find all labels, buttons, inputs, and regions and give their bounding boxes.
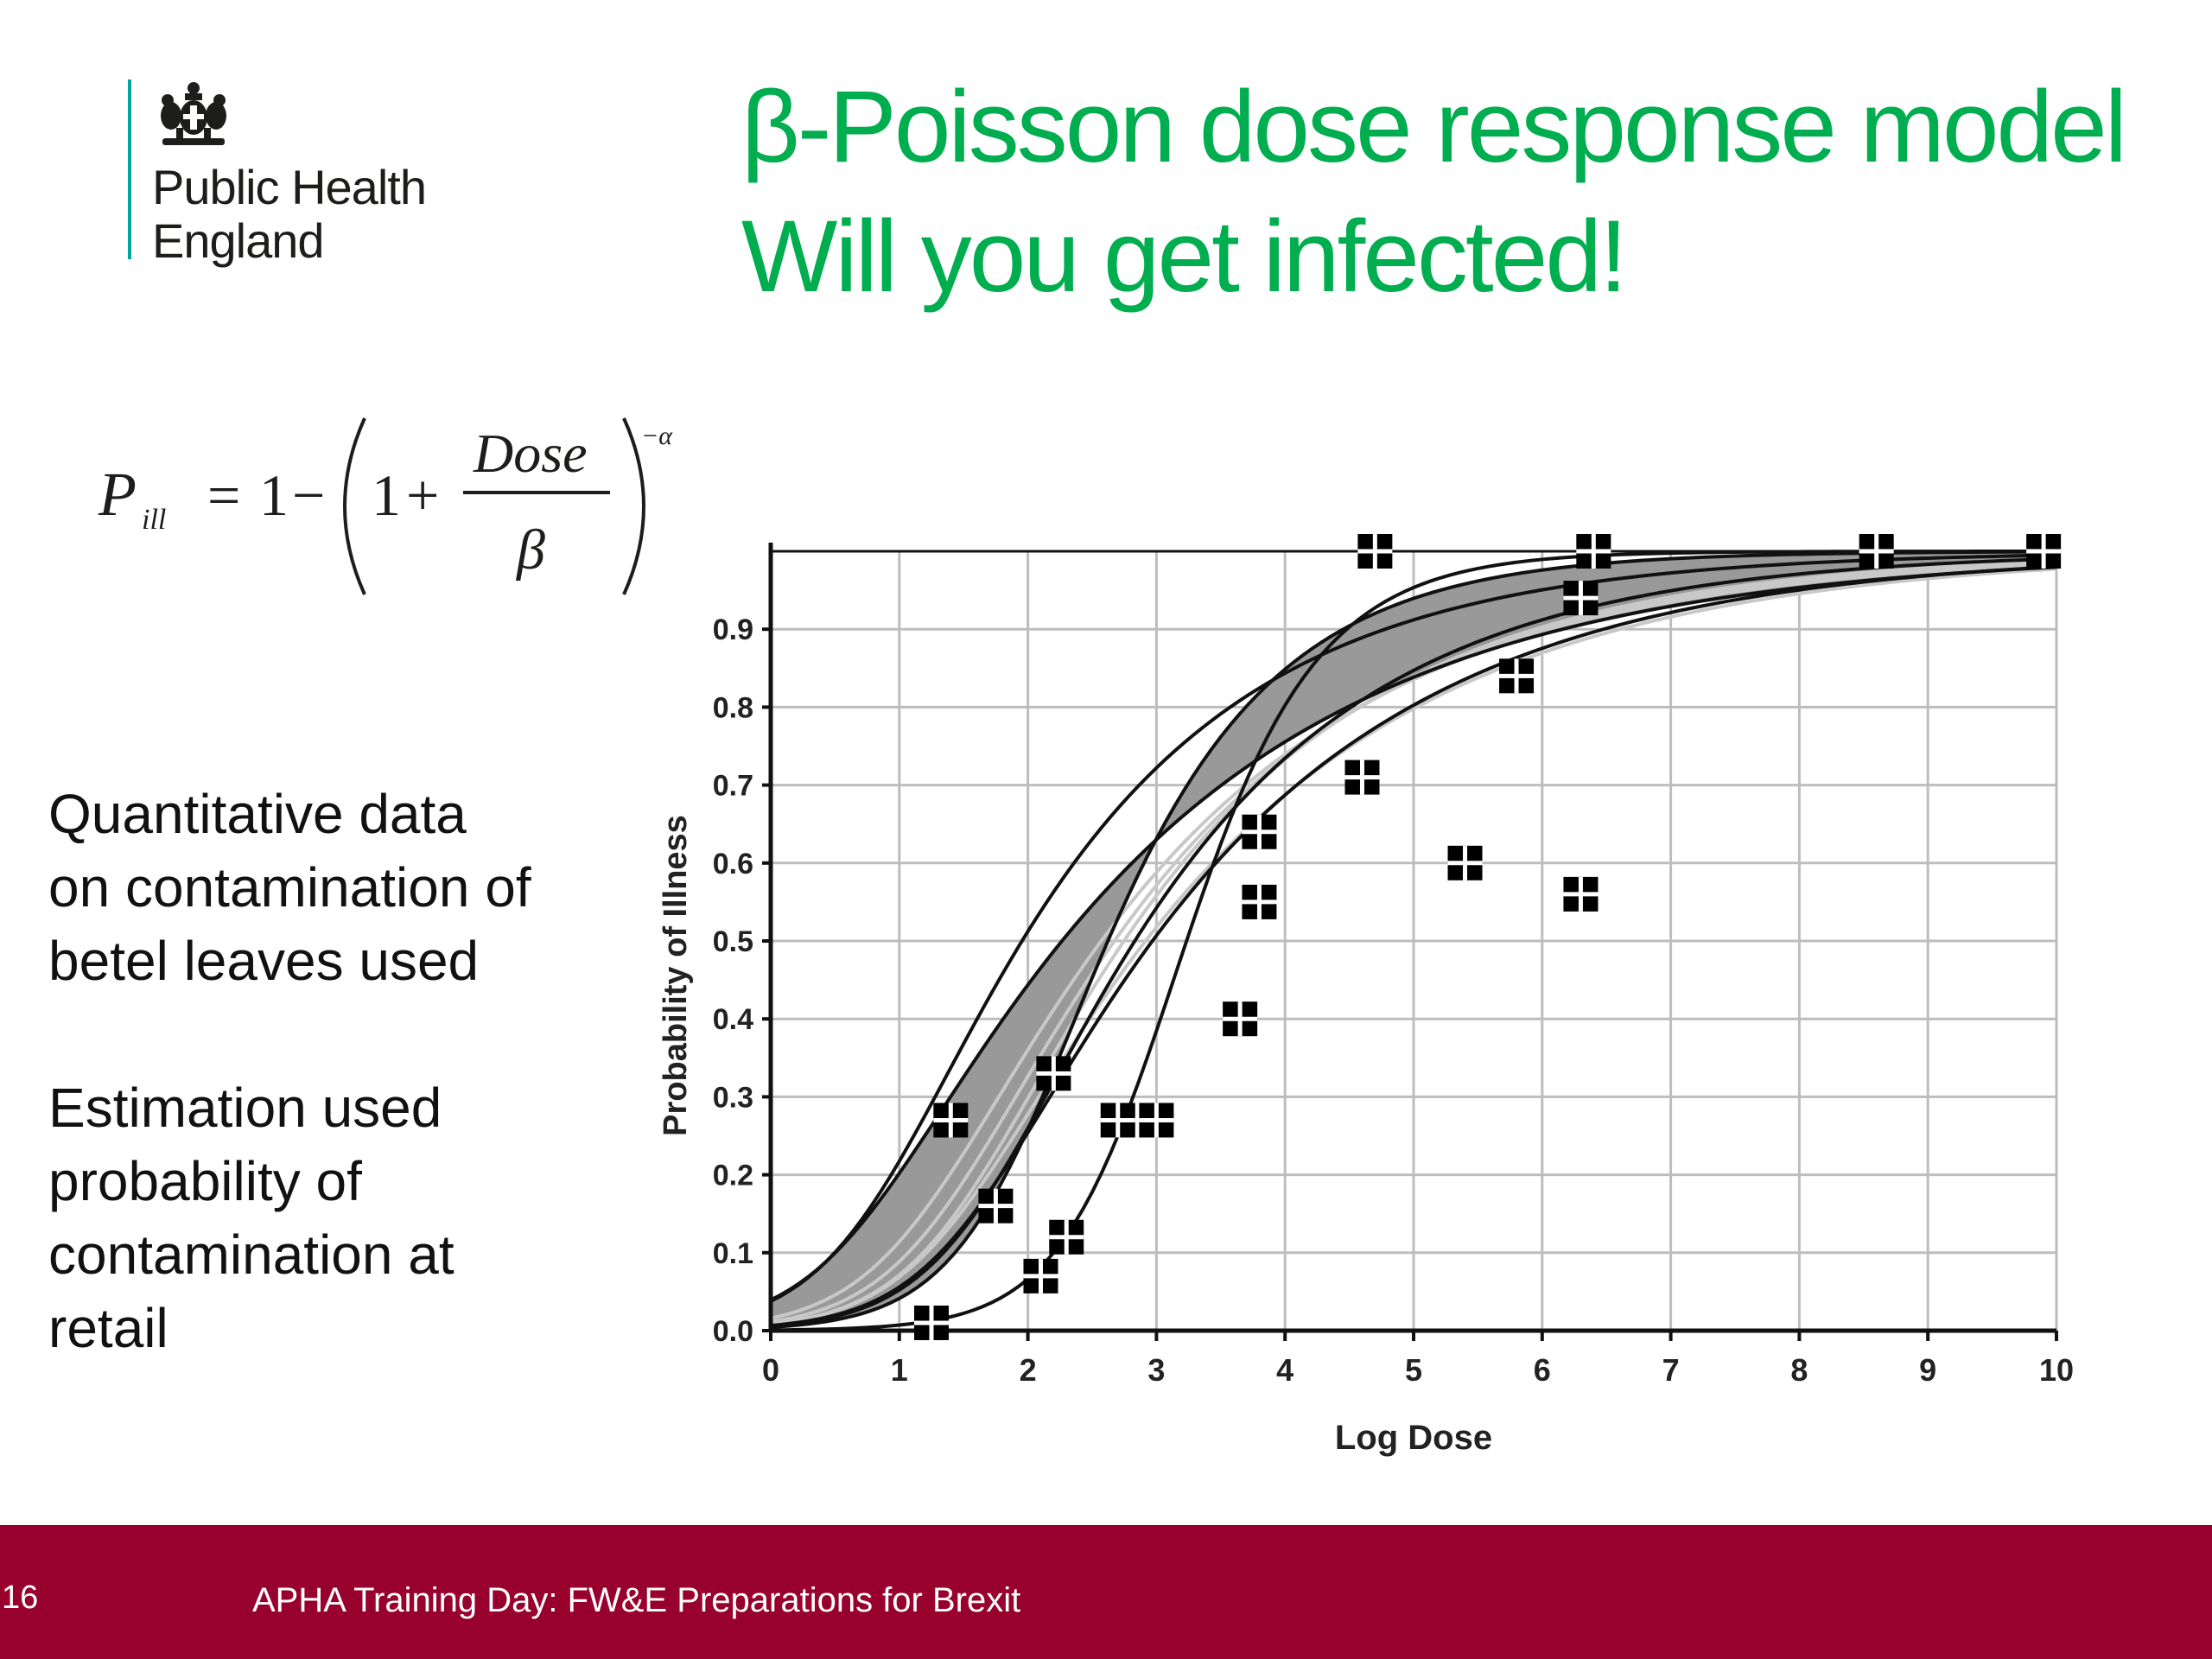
y-tick-label: 0.9 [713, 613, 753, 646]
data-point [1563, 581, 1599, 616]
x-tick-label: 7 [1662, 1352, 1680, 1388]
formula-p: P [98, 460, 137, 529]
y-tick-label: 0.1 [713, 1237, 753, 1270]
formula-one-inner: 1 [372, 462, 401, 528]
data-point [2026, 534, 2062, 569]
body-text: Quantitative data on contamination of be… [48, 778, 601, 1365]
body-line: retail [48, 1297, 168, 1359]
slide-number: 16 [2, 1580, 39, 1616]
body-paragraph-2: Estimation used probability of contamina… [48, 1071, 601, 1365]
y-tick-label: 0.5 [713, 925, 753, 958]
data-point [914, 1305, 949, 1340]
phe-logo: Public Health England [128, 76, 491, 268]
data-point [1242, 814, 1277, 849]
data-point [1576, 534, 1611, 569]
data-point [1563, 876, 1599, 912]
data-point [1223, 1001, 1258, 1037]
y-tick-label: 0.7 [713, 770, 753, 803]
body-line: probability of [48, 1150, 362, 1212]
x-tick-label: 3 [1147, 1352, 1165, 1388]
data-point [933, 1103, 969, 1138]
body-line: Estimation used [48, 1077, 442, 1139]
y-tick-label: 0.0 [713, 1315, 753, 1348]
formula-left-paren [343, 417, 366, 595]
formula-exponent: −α [641, 422, 673, 450]
x-tick-label: 9 [1919, 1352, 1936, 1388]
x-tick-label: 1 [891, 1352, 908, 1388]
model-curve [770, 553, 2057, 1303]
formula-minus: − [292, 462, 325, 528]
formula-right-paren [622, 417, 645, 595]
data-point [1242, 884, 1277, 919]
x-tick-label: 5 [1405, 1352, 1422, 1388]
data-point [1023, 1258, 1058, 1294]
x-tick-label: 8 [1790, 1352, 1808, 1388]
x-axis-label: Log Dose [1335, 1419, 1492, 1457]
logo-divider [128, 79, 131, 259]
data-point [1499, 658, 1535, 694]
body-paragraph-1: Quantitative data on contamination of be… [48, 778, 601, 998]
logo-line-2: England [152, 213, 325, 268]
x-tick-label: 2 [1020, 1352, 1037, 1388]
x-tick-label: 4 [1276, 1352, 1294, 1388]
y-tick-label: 0.2 [713, 1160, 753, 1192]
logo-line-1: Public Health [152, 160, 427, 214]
beta-poisson-formula: P ill = 1 − 1 + Dose β −α [98, 417, 673, 595]
slide-title: β-Poisson dose response model Will you g… [741, 62, 2202, 321]
body-line: on contamination of [48, 856, 531, 918]
data-point [1100, 1103, 1135, 1138]
y-tick-label: 0.8 [713, 691, 753, 724]
formula-subscript: ill [142, 504, 166, 536]
body-line: betel leaves used [48, 930, 480, 992]
y-axis-label: Probability of Illness [658, 815, 694, 1136]
footer-bar [0, 1525, 2212, 1659]
formula-denominator: β [515, 518, 545, 582]
slide-title-line-1: β-Poisson dose response model [741, 70, 2127, 184]
body-line: Quantitative data [48, 783, 467, 845]
data-point [1049, 1219, 1084, 1255]
footer-text: APHA Training Day: FW&E Preparations for… [252, 1581, 1021, 1619]
dose-response-chart: 0 1 2 3 4 5 6 7 8 9 10 0.0 0.1 0.2 0.3 0.4 0.5 0.6 0.7 0.8 0… [658, 534, 2074, 1457]
data-point [1859, 534, 1894, 569]
y-tick-label: 0.4 [713, 1003, 753, 1036]
data-point [1139, 1103, 1174, 1138]
y-tick-label: 0.3 [713, 1081, 753, 1114]
x-tick-label: 0 [762, 1352, 779, 1388]
uncertainty-curve [770, 567, 2057, 1326]
slide-title-line-2: Will you get infected! [741, 200, 1628, 314]
formula-equals: = [207, 462, 240, 528]
x-tick-label: 6 [1534, 1352, 1551, 1388]
formula-one: 1 [259, 462, 289, 528]
data-point [978, 1188, 1014, 1224]
logo-text: Public Health England [152, 160, 427, 268]
royal-crest-icon [161, 82, 226, 145]
body-line: contamination at [48, 1224, 454, 1286]
formula-numerator: Dose [473, 423, 588, 484]
uncertainty-band [771, 551, 2056, 1328]
data-point [1344, 760, 1380, 795]
x-tick-label: 10 [2039, 1352, 2074, 1388]
data-point [1036, 1056, 1071, 1091]
data-point [1357, 534, 1393, 569]
formula-plus: + [406, 462, 439, 528]
data-point [1447, 845, 1483, 880]
y-tick-label: 0.6 [713, 848, 753, 880]
